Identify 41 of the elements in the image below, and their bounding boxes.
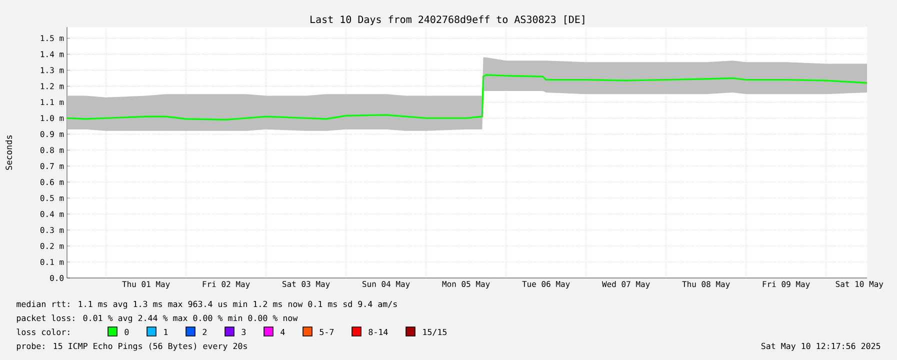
legend-label: 0 xyxy=(124,328,129,336)
y-tick-label: 1.0 m xyxy=(40,115,64,122)
y-tick-label: 1.3 m xyxy=(40,67,64,74)
legend-label: 4 xyxy=(280,328,285,335)
y-axis-title: Seconds xyxy=(5,135,12,170)
y-tick-label: 1.4 m xyxy=(40,51,64,58)
x-tick-label: Thu 01 May xyxy=(122,280,170,289)
legend-label: 8-14 xyxy=(368,328,388,336)
text: median rtt: 1.1 ms avg 1.3 ms max 963.4 us min 1.2 ms now 0.1 ms sd 9.4 am/s xyxy=(16,300,397,309)
legend-label: 2 xyxy=(202,328,206,335)
legend-label: 1 xyxy=(164,328,168,335)
y-tick-label: 0.0 xyxy=(50,274,64,282)
y-tick-label: 0.1 m xyxy=(40,258,64,266)
x-tick-label: Fri 09 May xyxy=(762,280,810,289)
x-tick-label: Sat 10 May xyxy=(836,280,884,289)
legend-label: 3 xyxy=(242,328,246,336)
y-tick-label: 0.3 m xyxy=(40,227,64,234)
y-tick-label: 0.7 m xyxy=(40,163,64,170)
y-tick-label: 0.8 m xyxy=(40,147,64,154)
x-tick-label: Tue 06 May xyxy=(522,280,570,289)
legend-title: loss color: xyxy=(16,328,70,336)
y-tick-label: 1.2 m xyxy=(40,83,64,90)
x-tick-label: Wed 07 May xyxy=(602,280,650,289)
y-tick-label: 0.2 m xyxy=(40,243,64,250)
text: Sat May 10 12:17:56 2025 xyxy=(761,342,880,351)
x-tick-label: Mon 05 May xyxy=(442,280,490,289)
legend-label: 5-7 xyxy=(320,328,334,336)
x-tick-label: Fri 02 May xyxy=(202,280,250,289)
y-tick-label: 0.5 m xyxy=(40,195,64,202)
x-tick-label: Sun 04 May xyxy=(362,280,410,289)
text: probe: 15 ICMP Echo Pings (56 Bytes) every 20s xyxy=(16,342,247,351)
y-tick-label: 1.1 m xyxy=(40,99,64,106)
x-tick-label: Thu 08 May xyxy=(682,280,730,289)
x-tick-label: Sat 03 May xyxy=(282,280,330,289)
y-tick-label: 1.5 m xyxy=(40,35,64,42)
y-tick-label: 0.6 m xyxy=(40,179,64,186)
y-tick-label: 0.4 m xyxy=(40,211,64,218)
legend-label: 15/15 xyxy=(423,328,447,336)
text: packet loss: 0.01 % avg 2.44 % max 0.00 % min 0.00 % now xyxy=(16,314,298,323)
chart-title: Last 10 Days from 2402768d9eff to AS30823 [DE] xyxy=(310,15,584,26)
y-tick-label: 0.9 m xyxy=(40,131,64,138)
